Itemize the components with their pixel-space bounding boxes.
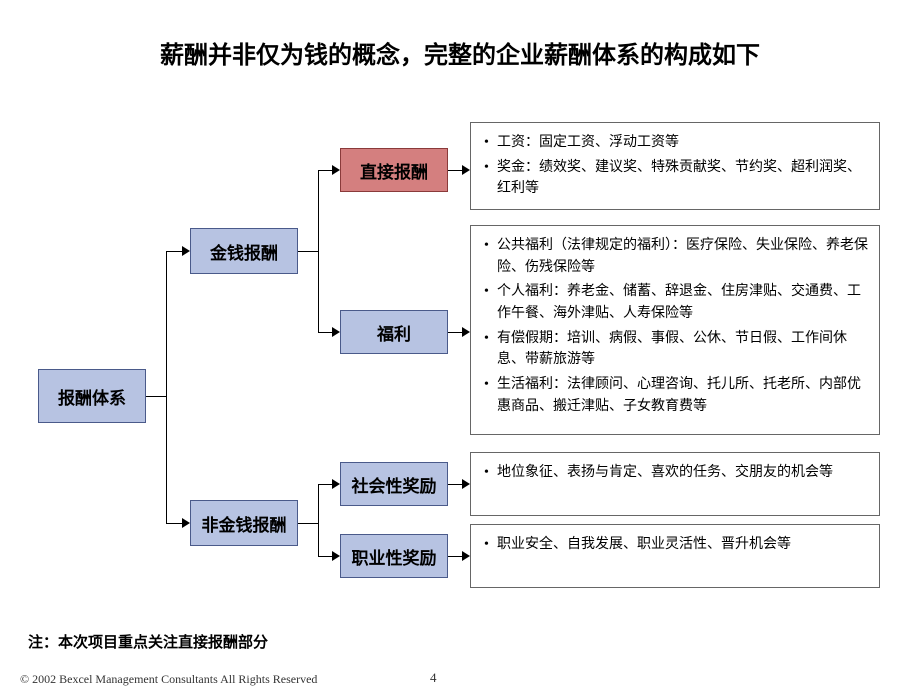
detail-item: 有偿假期：培训、病假、事假、公休、节日假、工作间休息、带薪旅游等 bbox=[479, 328, 869, 371]
detail-item: 地位象征、表扬与肯定、喜欢的任务、交朋友的机会等 bbox=[479, 462, 869, 484]
detail-item: 职业安全、自我发展、职业灵活性、晋升机会等 bbox=[479, 534, 869, 556]
node-career-reward: 职业性奖励 bbox=[340, 534, 448, 578]
detail-item: 奖金：绩效奖、建议奖、特殊贡献奖、节约奖、超利润奖、红利等 bbox=[479, 157, 869, 200]
detail-item: 生活福利：法律顾问、心理咨询、托儿所、托老所、内部优惠商品、搬迁津贴、子女教育费… bbox=[479, 374, 869, 417]
copyright: © 2002 Bexcel Management Consultants All… bbox=[20, 672, 360, 686]
footnote: 注：本次项目重点关注直接报酬部分 bbox=[28, 631, 268, 652]
detail-item: 个人福利：养老金、储蓄、辞退金、住房津贴、交通费、工作午餐、海外津贴、人寿保险等 bbox=[479, 281, 869, 324]
detail-career: 职业安全、自我发展、职业灵活性、晋升机会等 bbox=[470, 524, 880, 588]
node-root: 报酬体系 bbox=[38, 369, 146, 423]
detail-welfare: 公共福利（法律规定的福利）：医疗保险、失业保险、养老保险、伤残保险等个人福利：养… bbox=[470, 225, 880, 435]
node-money: 金钱报酬 bbox=[190, 228, 298, 274]
detail-direct: 工资：固定工资、浮动工资等奖金：绩效奖、建议奖、特殊贡献奖、节约奖、超利润奖、红… bbox=[470, 122, 880, 210]
node-social-reward: 社会性奖励 bbox=[340, 462, 448, 506]
node-nonmoney: 非金钱报酬 bbox=[190, 500, 298, 546]
detail-item: 公共福利（法律规定的福利）：医疗保险、失业保险、养老保险、伤残保险等 bbox=[479, 235, 869, 278]
page-number: 4 bbox=[430, 670, 437, 686]
node-direct-compensation: 直接报酬 bbox=[340, 148, 448, 192]
node-welfare: 福利 bbox=[340, 310, 448, 354]
detail-social: 地位象征、表扬与肯定、喜欢的任务、交朋友的机会等 bbox=[470, 452, 880, 516]
slide-title: 薪酬并非仅为钱的概念，完整的企业薪酬体系的构成如下 bbox=[0, 35, 920, 70]
detail-item: 工资：固定工资、浮动工资等 bbox=[479, 132, 869, 154]
